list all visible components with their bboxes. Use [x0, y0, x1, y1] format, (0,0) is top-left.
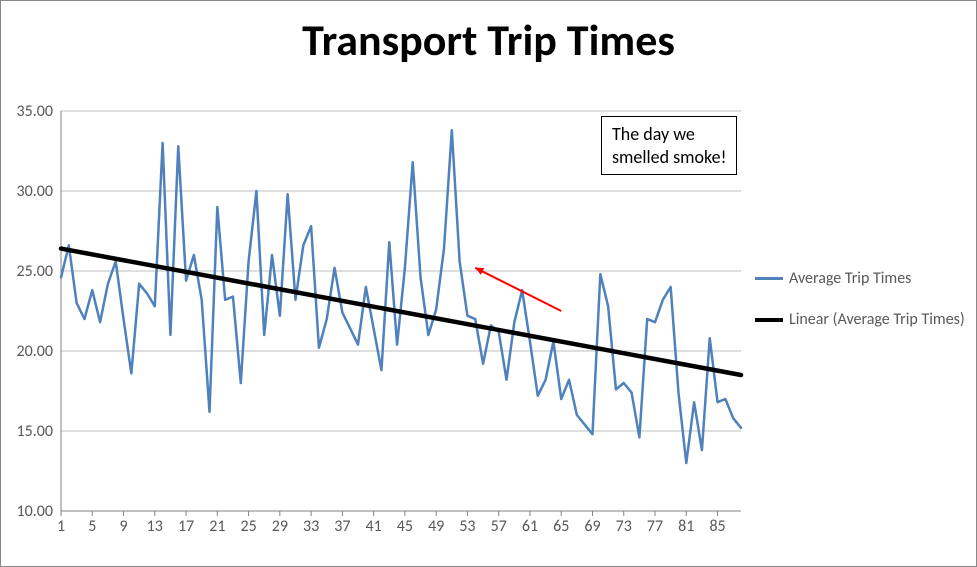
y-tick-label: 30.00: [1, 182, 53, 201]
trendline: [61, 249, 741, 375]
y-tick-label: 35.00: [1, 102, 53, 121]
y-tick-label: 20.00: [1, 342, 53, 361]
x-tick-label: 57: [484, 517, 514, 536]
x-tick-label: 85: [703, 517, 733, 536]
y-tick-label: 25.00: [1, 262, 53, 281]
legend-item: Average Trip Times: [755, 269, 965, 288]
x-tick-label: 49: [421, 517, 451, 536]
x-tick-label: 37: [327, 517, 357, 536]
x-tick-label: 69: [577, 517, 607, 536]
annotation-callout: The day we smelled smoke!: [601, 116, 737, 175]
x-tick-label: 13: [140, 517, 170, 536]
x-tick-label: 21: [202, 517, 232, 536]
series-line: [61, 130, 741, 463]
legend-swatch: [755, 318, 783, 322]
x-tick-label: 33: [296, 517, 326, 536]
x-tick-label: 25: [234, 517, 264, 536]
x-tick-label: 17: [171, 517, 201, 536]
x-tick-label: 1: [46, 517, 76, 536]
x-tick-label: 45: [390, 517, 420, 536]
x-tick-label: 73: [609, 517, 639, 536]
x-tick-label: 53: [452, 517, 482, 536]
y-tick-label: 15.00: [1, 422, 53, 441]
legend-item: Linear (Average Trip Times): [755, 310, 965, 329]
legend-label: Linear (Average Trip Times): [789, 310, 965, 329]
x-tick-label: 29: [265, 517, 295, 536]
x-tick-label: 77: [640, 517, 670, 536]
legend: Average Trip Times Linear (Average Trip T…: [755, 269, 965, 351]
x-tick-label: 5: [77, 517, 107, 536]
x-tick-label: 61: [515, 517, 545, 536]
x-tick-label: 65: [546, 517, 576, 536]
x-tick-label: 41: [359, 517, 389, 536]
chart-container: Transport Trip Times 10.0015.0020.0025.0…: [0, 0, 977, 567]
x-tick-label: 9: [109, 517, 139, 536]
legend-label: Average Trip Times: [789, 269, 911, 288]
legend-swatch: [755, 277, 783, 280]
x-tick-label: 81: [671, 517, 701, 536]
